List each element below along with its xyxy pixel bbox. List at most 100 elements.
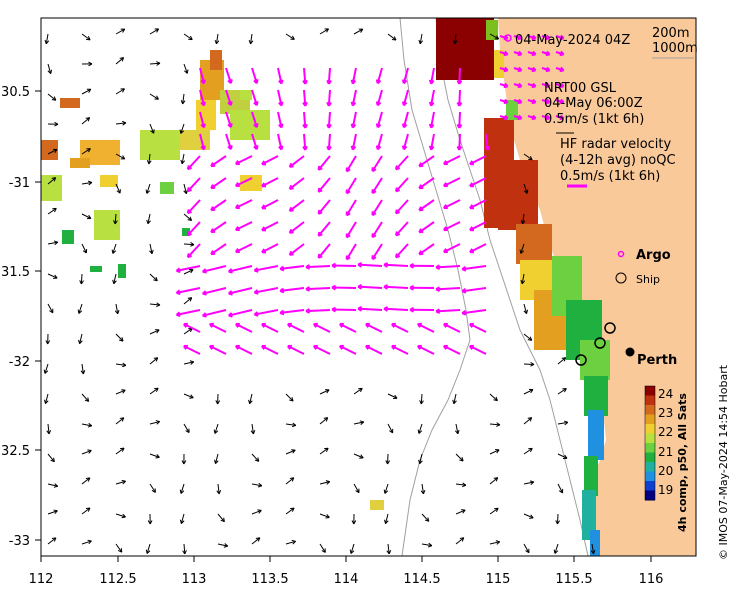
vector-arrow xyxy=(418,177,435,190)
vector-arrow xyxy=(469,155,487,166)
vector-arrow xyxy=(305,309,331,313)
vector-arrow xyxy=(376,133,383,150)
vector-arrow xyxy=(402,111,409,128)
argo-marker xyxy=(504,34,512,42)
vector-arrow xyxy=(183,297,193,305)
vector-arrow xyxy=(430,89,435,106)
vector-arrow xyxy=(225,67,232,84)
vector-arrow xyxy=(115,122,126,125)
vector-arrow xyxy=(303,133,307,151)
vector-arrow xyxy=(45,33,49,44)
vector-arrow xyxy=(225,111,232,128)
vector-arrow xyxy=(217,513,225,522)
vector-arrow xyxy=(345,155,357,172)
lon-tick: 114 xyxy=(334,572,359,587)
model-name: NRT00 GSL xyxy=(544,81,617,96)
lon-tick: 115.5 xyxy=(555,572,592,587)
vector-arrow xyxy=(81,540,92,545)
vector-arrow xyxy=(149,273,158,282)
vector-arrow xyxy=(339,323,357,333)
vector-arrow xyxy=(395,199,409,215)
vector-arrow xyxy=(418,423,423,434)
vector-arrow xyxy=(387,393,398,399)
vector-arrow xyxy=(376,111,383,128)
argo-legend-label: Argo xyxy=(636,248,671,263)
vector-arrow xyxy=(289,243,305,256)
vector-arrow xyxy=(345,221,357,238)
vector-arrow xyxy=(523,417,533,425)
vector-arrow xyxy=(303,111,307,129)
vector-arrow xyxy=(443,221,461,231)
lon-tick: 113 xyxy=(182,572,207,587)
vector-arrow xyxy=(387,543,390,554)
colorbar-swatch xyxy=(645,405,655,415)
vector-arrow xyxy=(277,111,283,128)
colorbar-swatch xyxy=(645,386,655,396)
vector-arrow xyxy=(339,345,357,355)
vector-arrow xyxy=(469,177,487,188)
colorbar-swatch xyxy=(645,414,655,425)
vector-arrow xyxy=(47,537,57,545)
colorbar-swatch xyxy=(645,462,655,472)
vector-arrow xyxy=(261,199,279,210)
vector-arrow xyxy=(251,67,258,84)
vector-arrow xyxy=(443,323,461,333)
vector-arrow xyxy=(225,89,232,106)
tick-marks xyxy=(35,90,652,562)
city-label: Perth xyxy=(637,353,677,368)
colorbar-swatch xyxy=(645,424,655,434)
vector-arrow xyxy=(180,513,185,524)
vector-arrow xyxy=(183,423,190,433)
vector-arrow xyxy=(81,393,90,402)
vector-arrow xyxy=(289,199,305,212)
vector-arrow xyxy=(199,133,205,150)
vector-arrow xyxy=(554,543,559,554)
model-time: 04-May 06:00Z xyxy=(544,96,643,111)
vector-arrow xyxy=(44,393,49,404)
vector-arrow xyxy=(327,67,331,85)
vector-arrow xyxy=(454,33,457,44)
vector-arrow xyxy=(149,303,160,306)
vector-arrow xyxy=(289,177,305,190)
vector-arrow xyxy=(115,28,125,35)
vector-arrow xyxy=(183,243,195,246)
colorbar-tick: 22 xyxy=(658,425,673,439)
vector-arrow xyxy=(47,273,58,279)
hf-radar-title: HF radar velocity xyxy=(560,137,672,152)
vector-arrow xyxy=(280,287,305,292)
vector-arrow xyxy=(384,483,389,494)
vector-arrow xyxy=(371,177,383,194)
vector-arrow xyxy=(417,345,435,355)
vector-arrow xyxy=(319,447,329,455)
vector-arrow xyxy=(557,453,568,459)
colorbar-swatch xyxy=(645,433,655,444)
vector-arrow xyxy=(418,243,435,256)
vector-arrow xyxy=(176,265,201,272)
vector-arrow xyxy=(115,303,119,314)
lat-axis: 30.5 -31 31.5 -32 32.5 -33 xyxy=(1,85,30,549)
vector-arrow xyxy=(285,507,295,515)
vector-arrow xyxy=(47,149,58,155)
vector-arrow xyxy=(261,155,279,166)
colorbar-swatch xyxy=(645,471,655,482)
lon-tick: 113.5 xyxy=(251,572,288,587)
vector-arrow xyxy=(395,243,409,259)
vector-arrow xyxy=(371,221,383,238)
credit-label: © IMOS 07-May-2024 14:54 Hobart xyxy=(717,364,730,560)
vector-arrow xyxy=(79,333,83,344)
vector-arrow xyxy=(317,243,331,259)
vector-arrow xyxy=(455,453,464,462)
contour-label-1000m: 1000m xyxy=(652,41,698,56)
vector-arrow xyxy=(419,33,423,44)
vector-arrow xyxy=(285,33,295,40)
vector-arrow xyxy=(199,89,205,106)
vector-arrow xyxy=(176,287,201,294)
vector-arrow xyxy=(251,111,258,128)
vector-arrow xyxy=(458,111,461,129)
vector-arrow xyxy=(187,221,201,236)
vector-arrow xyxy=(217,543,228,547)
vector-arrow xyxy=(80,273,83,285)
vector-arrow xyxy=(443,243,461,253)
vector-arrow xyxy=(81,182,92,185)
vector-arrow xyxy=(305,287,331,291)
